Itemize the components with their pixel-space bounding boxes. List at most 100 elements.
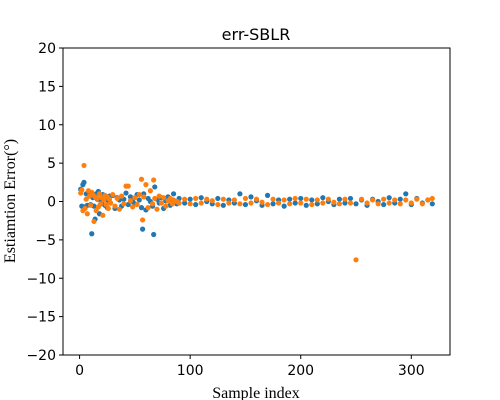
data-point-series-2 (88, 202, 94, 208)
data-point-series-2 (96, 191, 103, 197)
data-point-series-2 (403, 197, 409, 203)
data-point-series-2 (270, 196, 276, 202)
data-point-series-1 (123, 190, 129, 196)
data-point-series-2 (331, 199, 337, 205)
y-tick-label: 0 (47, 195, 56, 211)
data-point-series-2 (125, 183, 131, 189)
data-point-series-1 (127, 194, 134, 200)
data-point-series-1 (170, 191, 177, 197)
data-point-series-2 (414, 196, 420, 202)
data-point-series-1 (248, 194, 254, 200)
data-point-series-2 (158, 200, 165, 206)
data-point-series-2 (215, 201, 221, 208)
data-point-series-1 (403, 191, 409, 197)
data-point-series-2 (182, 196, 188, 202)
data-point-series-2 (336, 201, 343, 207)
data-point-series-2 (209, 198, 215, 204)
data-point-series-2 (281, 197, 287, 203)
data-point-series-1 (220, 202, 226, 208)
x-axis-label: Sample index (212, 385, 300, 400)
data-point-series-2 (121, 201, 127, 207)
data-point-series-2 (136, 191, 142, 198)
data-point-series-2 (320, 200, 326, 206)
data-point-series-2 (101, 197, 107, 203)
data-point-series-1 (151, 231, 157, 238)
data-point-series-2 (138, 176, 145, 182)
data-point-series-2 (84, 211, 90, 217)
data-point-series-2 (83, 196, 89, 202)
data-point-series-2 (156, 193, 162, 199)
data-point-series-1 (386, 195, 392, 201)
y-tick-label: 5 (47, 156, 56, 172)
data-point-series-2 (132, 195, 138, 201)
data-point-series-2 (103, 201, 109, 208)
data-point-series-1 (193, 201, 199, 208)
data-point-series-2 (154, 206, 160, 212)
data-point-series-2 (163, 203, 169, 209)
data-point-series-2 (187, 201, 193, 207)
data-point-series-2 (130, 204, 136, 210)
y-tick-label: 10 (38, 118, 56, 134)
data-point-series-2 (147, 188, 153, 194)
data-point-series-1 (342, 200, 348, 206)
y-tick-label: −20 (26, 348, 56, 364)
y-axis: 20 15 10 5 0 −5 −10 −15 −20 (26, 41, 63, 364)
data-point-series-2 (141, 194, 147, 200)
data-point-series-1 (353, 201, 359, 207)
data-point-series-2 (204, 196, 210, 202)
data-point-series-2 (110, 191, 116, 198)
data-point-series-2 (397, 201, 403, 207)
y-tick-label: −10 (26, 271, 56, 287)
y-tick-label: −5 (35, 233, 56, 249)
data-point-series-2 (100, 212, 106, 218)
data-point-series-2 (325, 196, 331, 202)
data-point-series-1 (140, 226, 146, 232)
data-point-series-2 (309, 201, 315, 208)
y-tick-label: 20 (38, 41, 56, 57)
data-point-series-2 (134, 201, 140, 208)
data-point-series-2 (107, 200, 114, 206)
y-tick-label: 15 (38, 79, 56, 95)
data-point-series-2 (198, 200, 204, 206)
y-axis-label: Estiamtion Error(°) (2, 139, 19, 263)
data-point-series-2 (292, 195, 298, 202)
data-point-series-2 (151, 177, 157, 183)
data-point-series-2 (242, 195, 249, 202)
data-point-series-1 (136, 197, 142, 203)
data-point-series-1 (270, 201, 276, 207)
data-point-series-2 (370, 197, 376, 203)
data-point-series-2 (381, 196, 387, 202)
data-point-series-2 (358, 196, 365, 202)
data-point-series-2 (112, 203, 118, 209)
data-point-series-2 (314, 197, 320, 203)
data-point-series-2 (82, 205, 88, 212)
data-points (78, 162, 435, 263)
data-point-series-1 (429, 201, 435, 207)
data-point-series-2 (143, 182, 149, 188)
data-point-series-1 (287, 196, 293, 202)
data-point-series-1 (138, 205, 145, 211)
data-point-series-2 (287, 201, 293, 207)
data-point-series-1 (303, 202, 309, 208)
data-point-series-1 (264, 192, 271, 198)
data-point-series-2 (149, 201, 156, 207)
data-point-series-1 (281, 203, 287, 209)
data-point-series-2 (253, 196, 260, 202)
data-point-series-2 (364, 200, 370, 206)
data-point-series-2 (264, 201, 271, 208)
data-point-series-2 (94, 195, 100, 202)
data-point-series-2 (226, 200, 232, 206)
data-point-series-2 (127, 198, 134, 204)
data-point-series-2 (408, 200, 414, 206)
data-point-series-2 (353, 257, 359, 263)
data-point-series-1 (215, 195, 221, 202)
data-point-series-2 (152, 195, 158, 202)
data-point-series-2 (419, 201, 425, 207)
data-point-series-1 (292, 200, 298, 206)
data-point-series-1 (198, 195, 204, 201)
data-point-series-1 (81, 179, 87, 185)
data-point-series-1 (298, 195, 304, 202)
data-point-series-2 (145, 205, 151, 211)
data-point-series-2 (176, 200, 182, 206)
